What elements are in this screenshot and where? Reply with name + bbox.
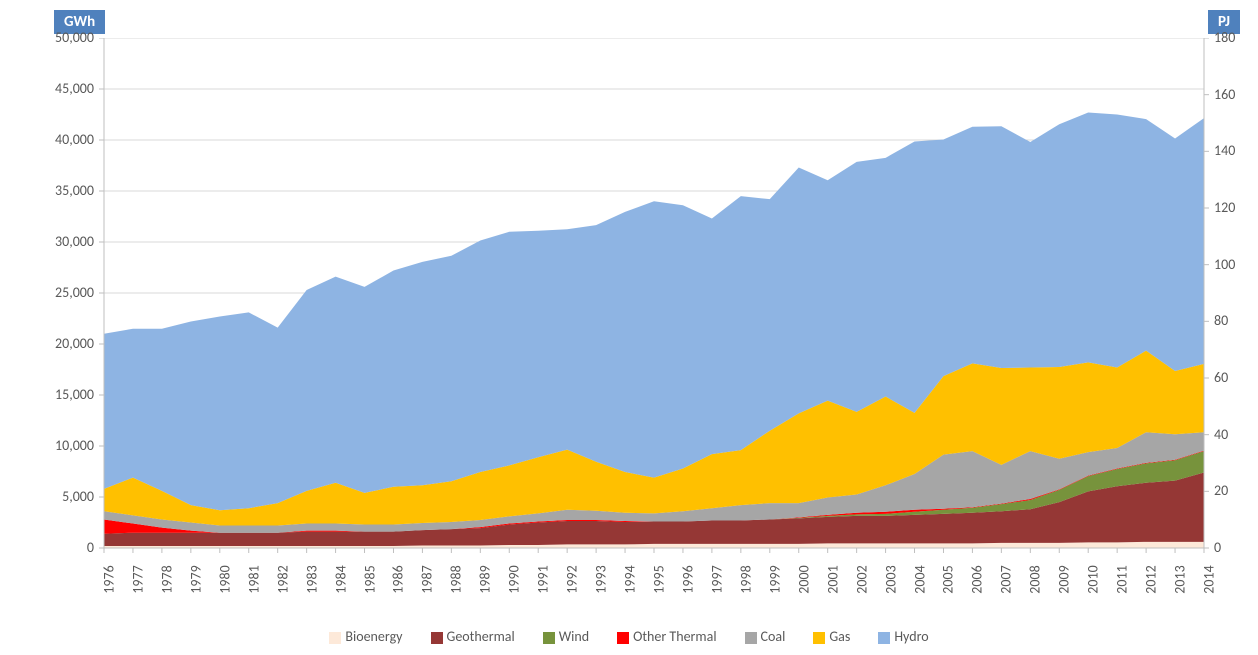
legend-swatch <box>431 632 443 644</box>
x-tick-label: 2006 <box>969 565 986 593</box>
x-tick-label: 2010 <box>1085 565 1102 593</box>
y-right-tick-label: 140 <box>1214 142 1235 159</box>
x-tick-label: 1997 <box>709 565 726 593</box>
y-right-tick-label: 0 <box>1214 539 1221 556</box>
y-left-tick-label: 0 <box>87 539 94 556</box>
legend-label: Gas <box>829 628 850 645</box>
y-left-tick-label: 5,000 <box>62 488 94 505</box>
x-tick-label: 2002 <box>853 565 870 593</box>
y-right-tick-label: 40 <box>1214 426 1228 443</box>
y-right-tick-label: 20 <box>1214 482 1228 499</box>
legend-swatch <box>543 632 555 644</box>
x-tick-label: 1993 <box>593 565 610 593</box>
legend-item-other-thermal: Other Thermal <box>617 628 716 645</box>
legend-item-gas: Gas <box>813 628 850 645</box>
x-tick-label: 1976 <box>101 565 118 593</box>
x-tick-label: 2001 <box>824 565 841 593</box>
y-right-tick-label: 60 <box>1214 369 1228 386</box>
y-left-tick-label: 25,000 <box>55 284 94 301</box>
x-tick-label: 1994 <box>622 565 639 593</box>
x-tick-label: 2013 <box>1172 565 1189 593</box>
legend-item-hydro: Hydro <box>878 628 928 645</box>
x-tick-label: 1988 <box>448 565 465 593</box>
x-tick-label: 2000 <box>795 565 812 593</box>
x-tick-label: 1996 <box>680 565 697 593</box>
legend-item-bioenergy: Bioenergy <box>329 628 402 645</box>
x-tick-label: 2005 <box>940 565 957 593</box>
legend-item-geothermal: Geothermal <box>431 628 515 645</box>
legend-item-wind: Wind <box>543 628 589 645</box>
x-tick-label: 1981 <box>245 565 262 593</box>
x-tick-label: 1978 <box>159 565 176 593</box>
x-tick-label: 2011 <box>1114 565 1131 593</box>
x-tick-label: 1977 <box>130 565 147 593</box>
legend-label: Geothermal <box>447 628 515 645</box>
x-tick-label: 1990 <box>506 565 523 593</box>
plot-area <box>104 38 1204 548</box>
x-tick-label: 2004 <box>911 565 928 593</box>
legend-label: Coal <box>761 628 786 645</box>
x-tick-label: 2014 <box>1201 565 1218 593</box>
x-tick-label: 1998 <box>738 565 755 593</box>
x-tick-label: 1992 <box>564 565 581 593</box>
y-left-tick-label: 35,000 <box>55 182 94 199</box>
y-left-tick-label: 10,000 <box>55 437 94 454</box>
legend-swatch <box>813 632 825 644</box>
x-tick-label: 1982 <box>274 565 291 593</box>
y-left-tick-label: 45,000 <box>55 80 94 97</box>
x-tick-label: 1983 <box>303 565 320 593</box>
x-tick-label: 1989 <box>477 565 494 593</box>
legend-swatch <box>617 632 629 644</box>
legend-item-coal: Coal <box>745 628 786 645</box>
x-tick-label: 1984 <box>332 565 349 593</box>
y-right-tick-label: 160 <box>1214 86 1235 103</box>
y-left-tick-label: 15,000 <box>55 386 94 403</box>
x-tick-label: 1986 <box>390 565 407 593</box>
legend-swatch <box>878 632 890 644</box>
legend: Bioenergy Geothermal Wind Other Thermal Coal… <box>10 628 1248 645</box>
y-axis-right: 020406080100120140160180 <box>1208 38 1248 548</box>
y-right-tick-label: 100 <box>1214 256 1235 273</box>
x-tick-label: 1980 <box>216 565 233 593</box>
y-left-tick-label: 20,000 <box>55 335 94 352</box>
y-left-tick-label: 30,000 <box>55 233 94 250</box>
y-left-tick-label: 50,000 <box>55 29 94 46</box>
x-tick-label: 2008 <box>1027 565 1044 593</box>
legend-label: Wind <box>559 628 589 645</box>
y-left-tick-label: 40,000 <box>55 131 94 148</box>
y-right-tick-label: 80 <box>1214 312 1228 329</box>
legend-swatch <box>745 632 757 644</box>
legend-label: Bioenergy <box>345 628 402 645</box>
x-tick-label: 2003 <box>882 565 899 593</box>
y-axis-left: 05,00010,00015,00020,00025,00030,00035,0… <box>10 38 100 548</box>
x-tick-label: 1979 <box>188 565 205 593</box>
x-tick-label: 1985 <box>361 565 378 593</box>
x-axis: 1976 1977 1978 1979 1980 1981 1982 1983 1984 1985… <box>104 553 1204 603</box>
legend-label: Other Thermal <box>633 628 716 645</box>
legend-label: Hydro <box>894 628 928 645</box>
legend-swatch <box>329 632 341 644</box>
x-tick-label: 1991 <box>535 565 552 593</box>
electricity-generation-chart: GWh PJ 05,00010,00015,00020,00025,00030,… <box>10 10 1248 645</box>
x-tick-label: 2012 <box>1143 565 1160 593</box>
y-right-tick-label: 180 <box>1214 29 1235 46</box>
x-tick-label: 1987 <box>419 565 436 593</box>
y-right-tick-label: 120 <box>1214 199 1235 216</box>
plot-svg <box>98 38 1210 554</box>
x-tick-label: 1995 <box>651 565 668 593</box>
x-tick-label: 2007 <box>998 565 1015 593</box>
x-tick-label: 1999 <box>766 565 783 593</box>
x-tick-label: 2009 <box>1056 565 1073 593</box>
